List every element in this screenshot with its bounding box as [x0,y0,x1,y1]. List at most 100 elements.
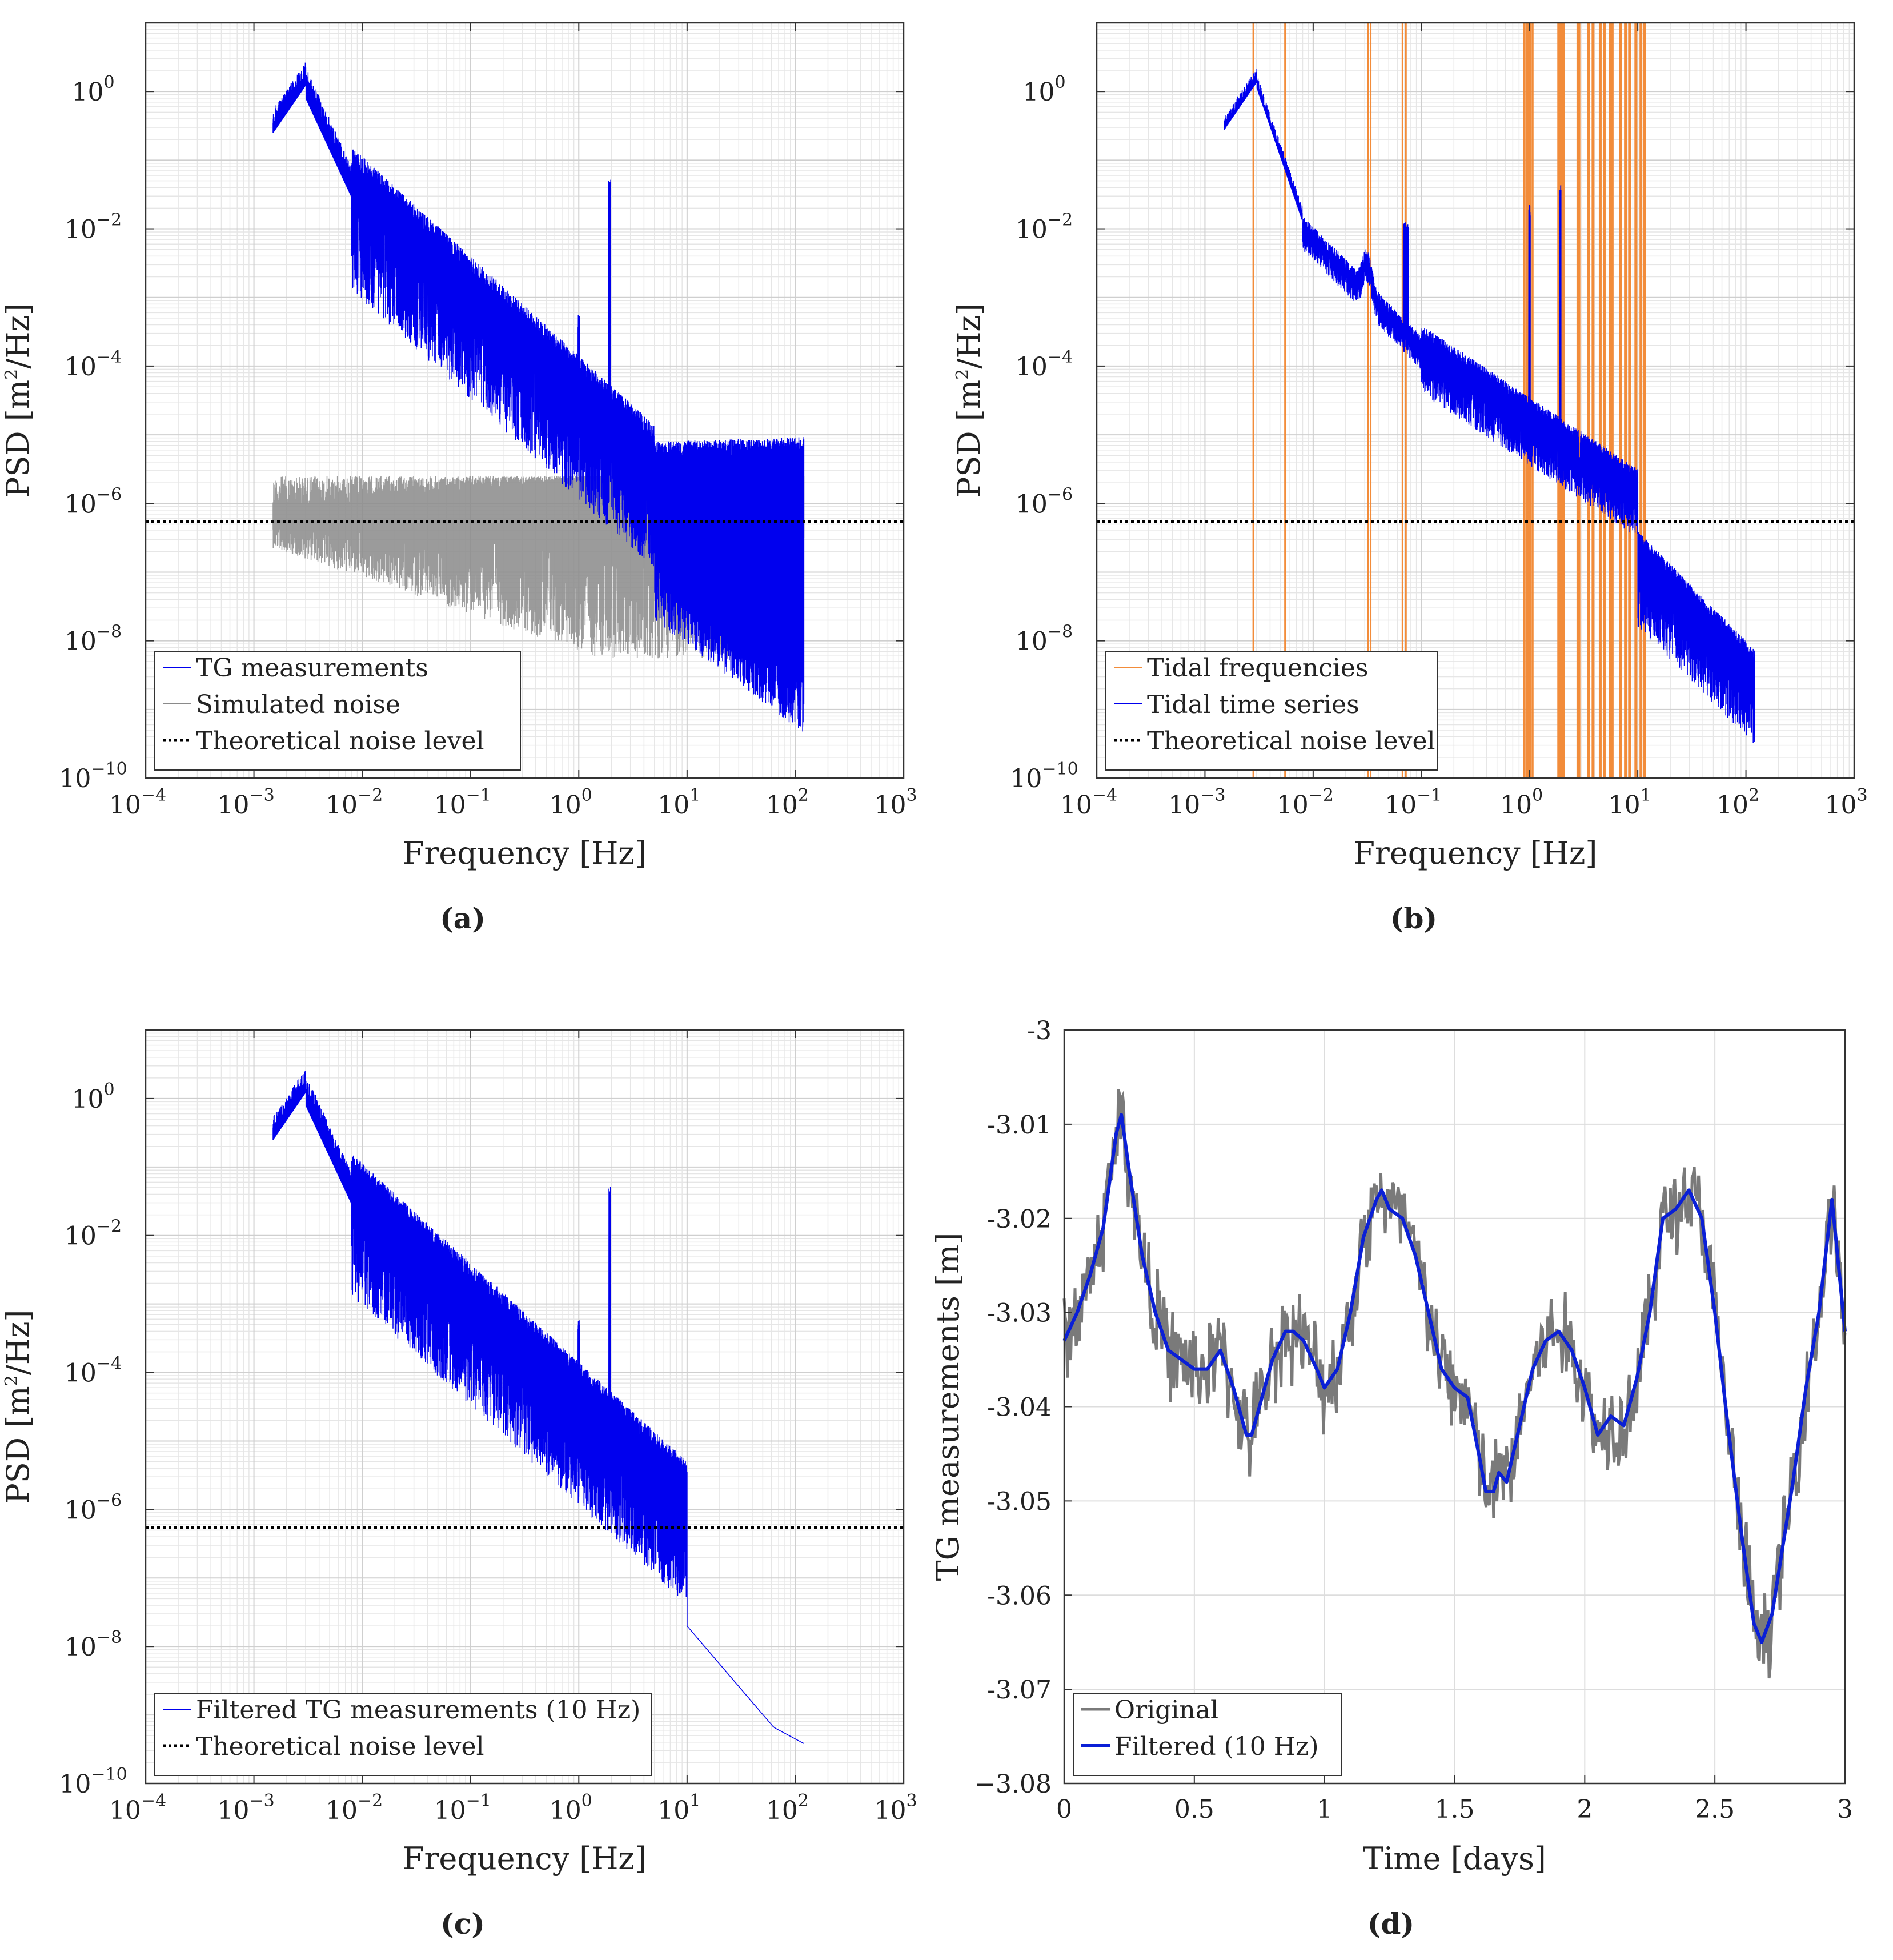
y-tick-label: 10−6 [65,1490,122,1525]
y-tick-exponent: −4 [97,1354,122,1374]
y-label-part: /Hz] [0,303,36,369]
x-tick-label: 100 [550,785,592,820]
x-tick-exponent: 0 [1532,785,1543,805]
x-axis-label: Frequency [Hz] [403,1841,647,1877]
y-tick-label: -3.03 [987,1299,1052,1328]
x-tick-label: 10−4 [109,785,166,820]
y-tick-label: 10−2 [65,1217,122,1251]
panel-caption: (a) [440,901,486,935]
legend-box [1073,1693,1342,1776]
y-tick-label: -3.06 [987,1581,1052,1610]
x-tick-label: 10−2 [326,1791,383,1825]
x-tick-label: 10−4 [1060,785,1117,820]
x-tick-label: 1 [1317,1795,1333,1824]
x-axis-label: Time [days] [1363,1841,1546,1877]
y-tick-exponent: −2 [1048,210,1073,230]
legend-entry: Filtered TG measurements (10 Hz) [196,1696,640,1725]
x-tick-exponent: −3 [1200,785,1225,805]
axes-frame [1096,22,1855,779]
y-label-exp: 2 [953,369,973,380]
legend-entry: Theoretical noise level [1147,727,1435,756]
x-tick-label: 10−3 [217,1791,274,1825]
y-tick-label: -3.05 [987,1487,1052,1516]
y-tick-label: 10−10 [59,759,127,793]
legend: Original Filtered (10 Hz) [1073,1693,1342,1776]
x-tick-label: 101 [1609,785,1651,820]
x-tick-exponent: 1 [689,785,700,805]
y-tick-label: 10−4 [1016,347,1073,382]
x-tick-label: 100 [1500,785,1543,820]
x-tick-exponent: 2 [798,1791,809,1811]
x-tick-exponent: −2 [358,785,383,805]
y-axis-label: PSD [m2/Hz] [0,1310,36,1504]
x-tick-exponent: 3 [906,1791,917,1811]
x-tick-exponent: 1 [689,1791,700,1811]
y-tick-exponent: −6 [97,484,122,504]
y-tick-label: 10−8 [1016,622,1073,656]
y-tick-label: 10−8 [65,1628,122,1662]
x-tick-exponent: 2 [1748,785,1759,805]
y-label-part: PSD [m [951,380,987,498]
y-tick-exponent: −10 [1042,759,1078,779]
y-tick-label: 10−8 [65,622,122,656]
x-axis-label: Frequency [Hz] [403,835,647,871]
axes-frame [145,1029,905,1785]
filtered-line [1062,1113,1847,1644]
y-tick-label: 10−2 [65,210,122,245]
x-tick-exponent: 0 [581,1791,592,1811]
panel-caption: (c) [440,1907,485,1941]
y-label-part: PSD [m [0,1386,36,1504]
y-tick-label: -3.02 [987,1205,1052,1234]
x-tick-exponent: 3 [906,785,917,805]
legend: Tidal frequencies Tidal time series Theore… [1105,651,1438,771]
y-tick-label: 100 [71,1080,114,1114]
y-tick-label: 10−6 [1016,484,1073,519]
x-tick-label: 10−3 [217,785,274,820]
x-tick-exponent: −3 [249,1791,274,1811]
x-tick-label: 103 [874,785,917,820]
y-tick-exponent: 0 [103,1080,114,1100]
y-label-exp: 2 [2,369,22,380]
axes-frame [145,22,905,779]
x-tick-exponent: −1 [466,785,491,805]
y-tick-label: −3.08 [974,1770,1052,1799]
x-tick-label: 102 [766,1791,809,1825]
tidal-time-series-line [1224,69,1755,743]
y-label-part: /Hz] [951,303,987,369]
y-label-part: /Hz] [0,1310,36,1376]
y-tick-exponent: −8 [97,1628,122,1648]
x-tick-exponent: −4 [141,1791,166,1811]
panel-a: 10−4 10−3 10−2 10−1 100 101 102 10310−1010−810−… [0,22,917,935]
y-tick-exponent: −8 [1048,622,1073,642]
x-tick-label: 103 [874,1791,917,1825]
legend-box [154,651,521,771]
y-tick-exponent: −2 [97,210,122,230]
y-tick-label: 10−10 [1010,759,1078,793]
y-axis-label: PSD [m2/Hz] [951,303,987,498]
x-tick-label: 100 [550,1791,592,1825]
x-tick-label: 10−1 [434,1791,491,1825]
x-tick-label: 101 [657,1791,700,1825]
y-tick-exponent: −4 [1048,347,1073,367]
panel-d: 0 0.5 1 1.5 2 2.5 3 −3.08 -3.07 -3.06 -3.05 -3.04 -3… [930,1016,1853,1941]
panel-c: 10−4 10−3 10−2 10−1 100 101 102 10310−1010−810−… [0,1029,917,1941]
y-tick-label: 100 [71,73,114,107]
y-tick-label: -3.04 [987,1393,1052,1422]
y-tick-exponent: 0 [1054,73,1065,93]
y-tick-label: 10−10 [59,1765,127,1799]
x-tick-label: 102 [1716,785,1759,820]
x-tick-exponent: −2 [358,1791,383,1811]
panel-caption: (d) [1367,1907,1414,1941]
x-tick-label: 0.5 [1174,1795,1214,1824]
y-label-part: PSD [m [0,380,36,498]
x-tick-label: 1.5 [1435,1795,1475,1824]
x-tick-exponent: −2 [1309,785,1334,805]
y-tick-exponent: −10 [91,1765,127,1785]
x-tick-label: 3 [1837,1795,1853,1824]
y-tick-label: 10−4 [65,347,122,382]
x-tick-exponent: 0 [581,785,592,805]
y-tick-label: 10−4 [65,1354,122,1388]
y-tick-exponent: −2 [97,1217,122,1237]
x-tick-exponent: −4 [141,785,166,805]
